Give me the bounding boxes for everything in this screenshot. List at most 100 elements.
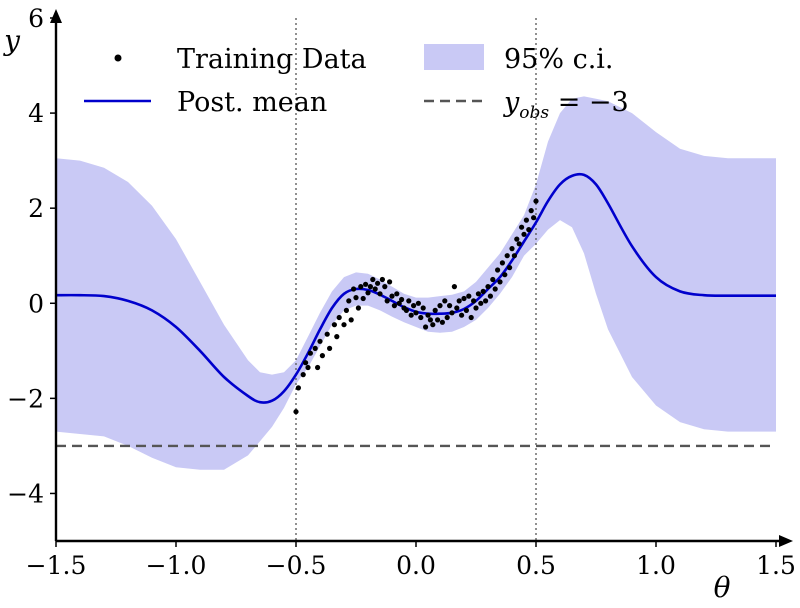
- training-point: [358, 284, 364, 290]
- training-point: [495, 267, 501, 273]
- reference-lines-layer: [56, 18, 776, 541]
- y-tick-label: 4: [28, 99, 44, 128]
- training-point: [307, 350, 313, 356]
- legend-ci-swatch: [424, 44, 484, 70]
- training-point: [377, 291, 383, 297]
- training-point: [437, 303, 443, 309]
- posterior-mean-layer: [55, 172, 776, 404]
- training-point: [475, 291, 481, 297]
- training-point: [336, 314, 342, 321]
- training-point: [351, 286, 357, 292]
- training-point: [343, 307, 349, 313]
- legend-ci-label: 95% c.i.: [504, 44, 614, 75]
- axes-layer: [50, 9, 793, 547]
- training-point: [382, 284, 388, 290]
- y-axis-label: y: [2, 24, 21, 57]
- x-tick-label: −1.0: [146, 551, 207, 580]
- training-point: [485, 284, 491, 290]
- training-point: [423, 324, 429, 330]
- legend-obs-label: yobs = −3: [503, 87, 629, 123]
- training-point: [497, 279, 503, 285]
- x-tick-label: 0.5: [516, 551, 556, 580]
- training-point: [427, 317, 433, 323]
- training-point: [444, 314, 450, 321]
- training-point: [490, 276, 496, 283]
- training-point: [341, 322, 347, 328]
- training-point: [442, 298, 448, 304]
- training-point: [499, 260, 505, 266]
- training-point: [411, 303, 417, 309]
- training-point: [365, 290, 371, 296]
- training-point: [331, 322, 337, 328]
- y-tick-label: 0: [28, 289, 44, 318]
- training-point: [526, 227, 532, 233]
- training-point: [466, 293, 472, 299]
- training-point: [391, 303, 397, 309]
- training-point: [372, 286, 378, 292]
- training-point: [516, 241, 522, 247]
- x-axis-arrow: [779, 535, 793, 547]
- training-point: [334, 334, 340, 340]
- y-axis-arrow: [50, 9, 62, 23]
- training-point: [420, 305, 426, 311]
- training-point: [432, 307, 438, 313]
- training-point: [317, 338, 323, 344]
- training-point: [324, 331, 330, 337]
- training-point: [403, 307, 409, 313]
- training-point: [447, 303, 453, 309]
- training-point: [471, 298, 477, 304]
- training-point: [456, 298, 462, 304]
- training-point: [384, 298, 390, 304]
- training-point: [387, 279, 393, 285]
- training-point: [425, 312, 431, 318]
- training-point: [504, 253, 510, 259]
- training-point: [353, 295, 359, 301]
- training-point: [295, 385, 301, 391]
- training-point: [492, 286, 498, 292]
- legend-training-label: Training Data: [177, 44, 367, 75]
- training-point: [415, 300, 421, 306]
- legend: Training Data 95% c.i. Post. mean yobs =…: [84, 44, 629, 123]
- training-point: [487, 293, 493, 299]
- training-point: [346, 298, 352, 304]
- training-point: [523, 217, 530, 223]
- training-point: [293, 409, 299, 415]
- training-points-layer: [293, 198, 539, 415]
- training-point: [408, 312, 414, 318]
- training-point: [319, 353, 325, 359]
- training-point: [396, 300, 402, 306]
- training-point: [519, 224, 525, 230]
- training-point: [303, 360, 309, 366]
- training-point: [473, 305, 479, 311]
- training-point: [430, 322, 436, 328]
- training-point: [454, 305, 460, 311]
- x-tick-label: 1.5: [756, 551, 796, 580]
- training-point: [413, 310, 419, 316]
- training-point: [439, 319, 445, 325]
- legend-obs-rest: = −3: [549, 87, 629, 118]
- training-point: [514, 236, 520, 242]
- training-point: [509, 246, 515, 252]
- training-point: [375, 280, 381, 286]
- y-tick-label: 2: [28, 194, 44, 223]
- training-point: [531, 215, 537, 221]
- training-point: [406, 298, 412, 304]
- confidence-band: [56, 96, 776, 470]
- training-point: [507, 265, 513, 271]
- training-point: [300, 372, 306, 378]
- x-tick-label: 1.0: [636, 551, 676, 580]
- training-point: [399, 296, 405, 303]
- training-point: [315, 364, 321, 371]
- x-tick-label: −1.5: [26, 551, 87, 580]
- training-point: [451, 284, 457, 290]
- training-point: [355, 305, 361, 311]
- training-point: [468, 314, 474, 321]
- training-point: [533, 198, 539, 204]
- y-tick-label: −2: [7, 384, 44, 413]
- training-point: [360, 295, 366, 302]
- training-point: [312, 345, 318, 351]
- legend-training-marker: [114, 54, 122, 62]
- training-point: [379, 276, 385, 283]
- training-point: [367, 284, 373, 290]
